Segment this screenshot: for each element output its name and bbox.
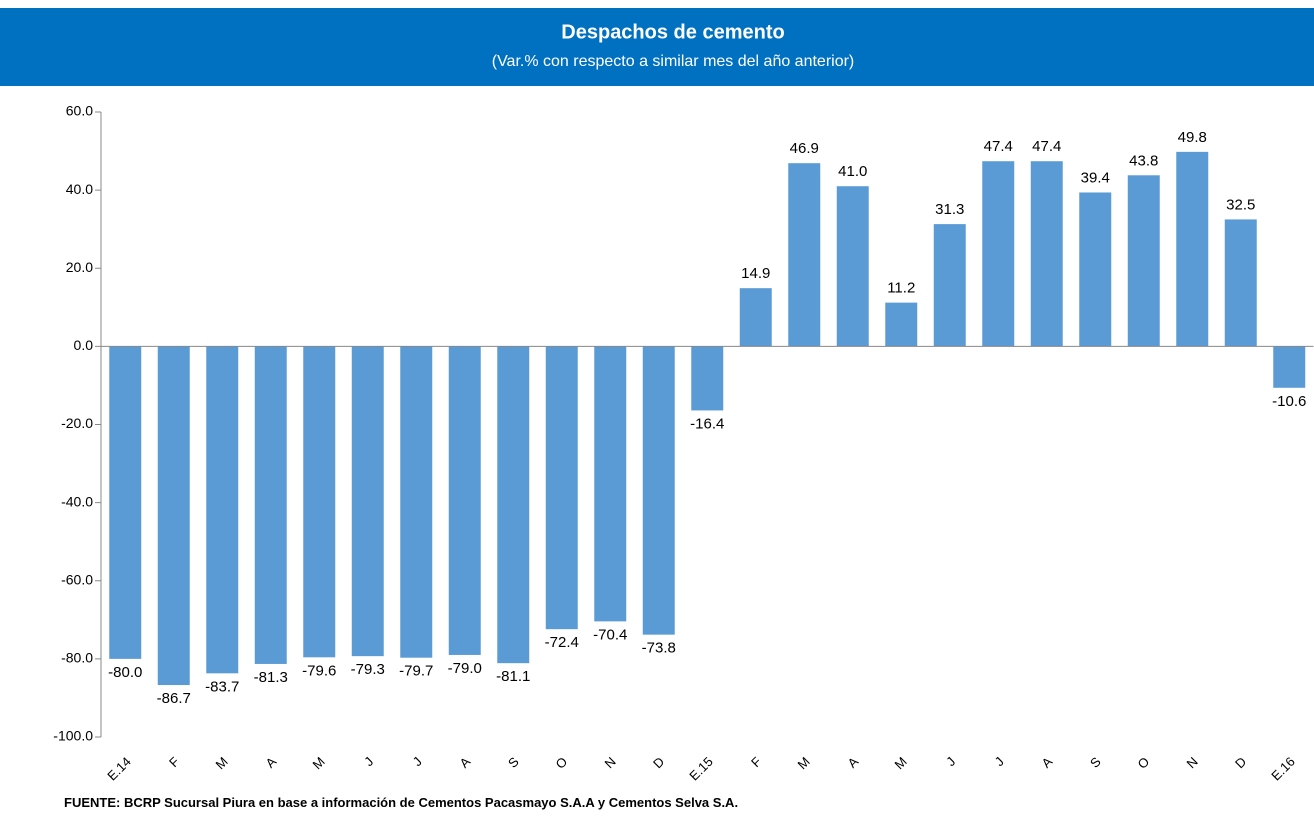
chart-subtitle: (Var.% con respecto a similar mes del añ… bbox=[492, 53, 855, 70]
y-tick-label: -60.0 bbox=[61, 571, 93, 587]
value-label: -79.3 bbox=[351, 661, 385, 678]
bar bbox=[448, 346, 481, 655]
value-label: -83.7 bbox=[205, 678, 239, 695]
value-label: -79.7 bbox=[399, 663, 433, 680]
x-tick-label: J bbox=[410, 754, 425, 769]
x-tick-label: S bbox=[505, 754, 522, 771]
source-note: FUENTE: BCRP Sucursal Piura en base a in… bbox=[64, 795, 739, 810]
bar bbox=[400, 346, 433, 658]
bar bbox=[109, 346, 142, 659]
value-label: -73.8 bbox=[642, 640, 676, 657]
value-label: 11.2 bbox=[887, 280, 915, 297]
x-tick-label: M bbox=[892, 754, 910, 772]
x-tick-label: A bbox=[1039, 754, 1056, 771]
x-tick-label: J bbox=[361, 754, 376, 769]
bar bbox=[1224, 219, 1257, 347]
x-tick-label: J bbox=[943, 754, 958, 769]
bar bbox=[351, 346, 384, 657]
bar bbox=[594, 346, 627, 622]
bar bbox=[642, 346, 675, 635]
y-tick-label: -20.0 bbox=[61, 415, 93, 431]
chart-title: Despachos de cemento bbox=[561, 21, 784, 43]
bar bbox=[545, 346, 578, 630]
x-tick-label: E.14 bbox=[104, 754, 134, 784]
bar bbox=[1176, 151, 1209, 347]
chart: Despachos de cemento (Var.% con respecto… bbox=[0, 8, 1314, 784]
x-tick-label: E.16 bbox=[1268, 754, 1298, 784]
y-tick-label: 60.0 bbox=[66, 103, 93, 119]
bar bbox=[691, 346, 724, 411]
bar bbox=[157, 346, 190, 686]
value-label: 49.8 bbox=[1178, 129, 1207, 146]
value-label: 31.3 bbox=[935, 201, 964, 218]
y-tick-label: 20.0 bbox=[66, 259, 93, 275]
x-tick-label: J bbox=[992, 754, 1007, 769]
bar bbox=[206, 346, 239, 674]
value-label: -16.4 bbox=[690, 415, 724, 432]
x-tick-label: D bbox=[650, 754, 667, 771]
value-label: -10.6 bbox=[1272, 393, 1306, 410]
value-label: 47.4 bbox=[1032, 138, 1061, 155]
y-tick-label: 40.0 bbox=[66, 181, 93, 197]
y-tick-label: 0.0 bbox=[74, 337, 94, 353]
x-tick-label: S bbox=[1087, 754, 1104, 771]
bar bbox=[1127, 175, 1160, 347]
value-label: -79.0 bbox=[448, 660, 482, 677]
y-tick-label: -40.0 bbox=[61, 493, 93, 509]
value-label: -80.0 bbox=[108, 664, 142, 681]
x-tick-label: N bbox=[602, 754, 619, 771]
bar bbox=[303, 346, 336, 658]
value-label: -79.6 bbox=[302, 662, 336, 679]
value-label: 41.0 bbox=[838, 163, 867, 180]
value-label: 39.4 bbox=[1081, 169, 1110, 186]
x-tick-label: M bbox=[310, 754, 328, 772]
bar bbox=[836, 186, 869, 347]
bar bbox=[1079, 192, 1112, 347]
value-label: 43.8 bbox=[1129, 152, 1158, 169]
bar bbox=[885, 302, 918, 347]
bar bbox=[1030, 161, 1063, 347]
bar bbox=[254, 346, 287, 664]
header-band bbox=[0, 8, 1314, 86]
bar bbox=[933, 224, 966, 347]
bar bbox=[1273, 346, 1306, 388]
x-tick-label: O bbox=[553, 754, 571, 772]
bar bbox=[982, 161, 1015, 347]
value-label: -70.4 bbox=[593, 626, 627, 643]
value-label: -81.1 bbox=[496, 668, 530, 685]
bar bbox=[739, 288, 772, 347]
value-label: -72.4 bbox=[545, 634, 579, 651]
x-tick-label: M bbox=[213, 754, 231, 772]
x-tick-label: O bbox=[1135, 754, 1153, 772]
x-tick-label: F bbox=[166, 754, 182, 770]
x-tick-label: F bbox=[748, 754, 764, 770]
value-label: -81.3 bbox=[254, 669, 288, 686]
x-tick-label: E.15 bbox=[686, 754, 716, 784]
bar bbox=[497, 346, 530, 664]
value-label: -86.7 bbox=[157, 690, 191, 707]
x-tick-label: A bbox=[263, 754, 280, 771]
x-tick-label: D bbox=[1232, 754, 1249, 771]
value-label: 46.9 bbox=[790, 140, 819, 157]
x-tick-label: M bbox=[795, 754, 813, 772]
value-label: 14.9 bbox=[741, 265, 770, 282]
y-tick-label: -100.0 bbox=[53, 728, 93, 744]
x-tick-label: A bbox=[457, 754, 474, 771]
value-label: 47.4 bbox=[984, 138, 1013, 155]
x-tick-label: A bbox=[845, 754, 862, 771]
x-tick-label: N bbox=[1184, 754, 1201, 771]
y-tick-label: -80.0 bbox=[61, 650, 93, 666]
bar bbox=[788, 163, 821, 347]
value-label: 32.5 bbox=[1226, 196, 1255, 213]
